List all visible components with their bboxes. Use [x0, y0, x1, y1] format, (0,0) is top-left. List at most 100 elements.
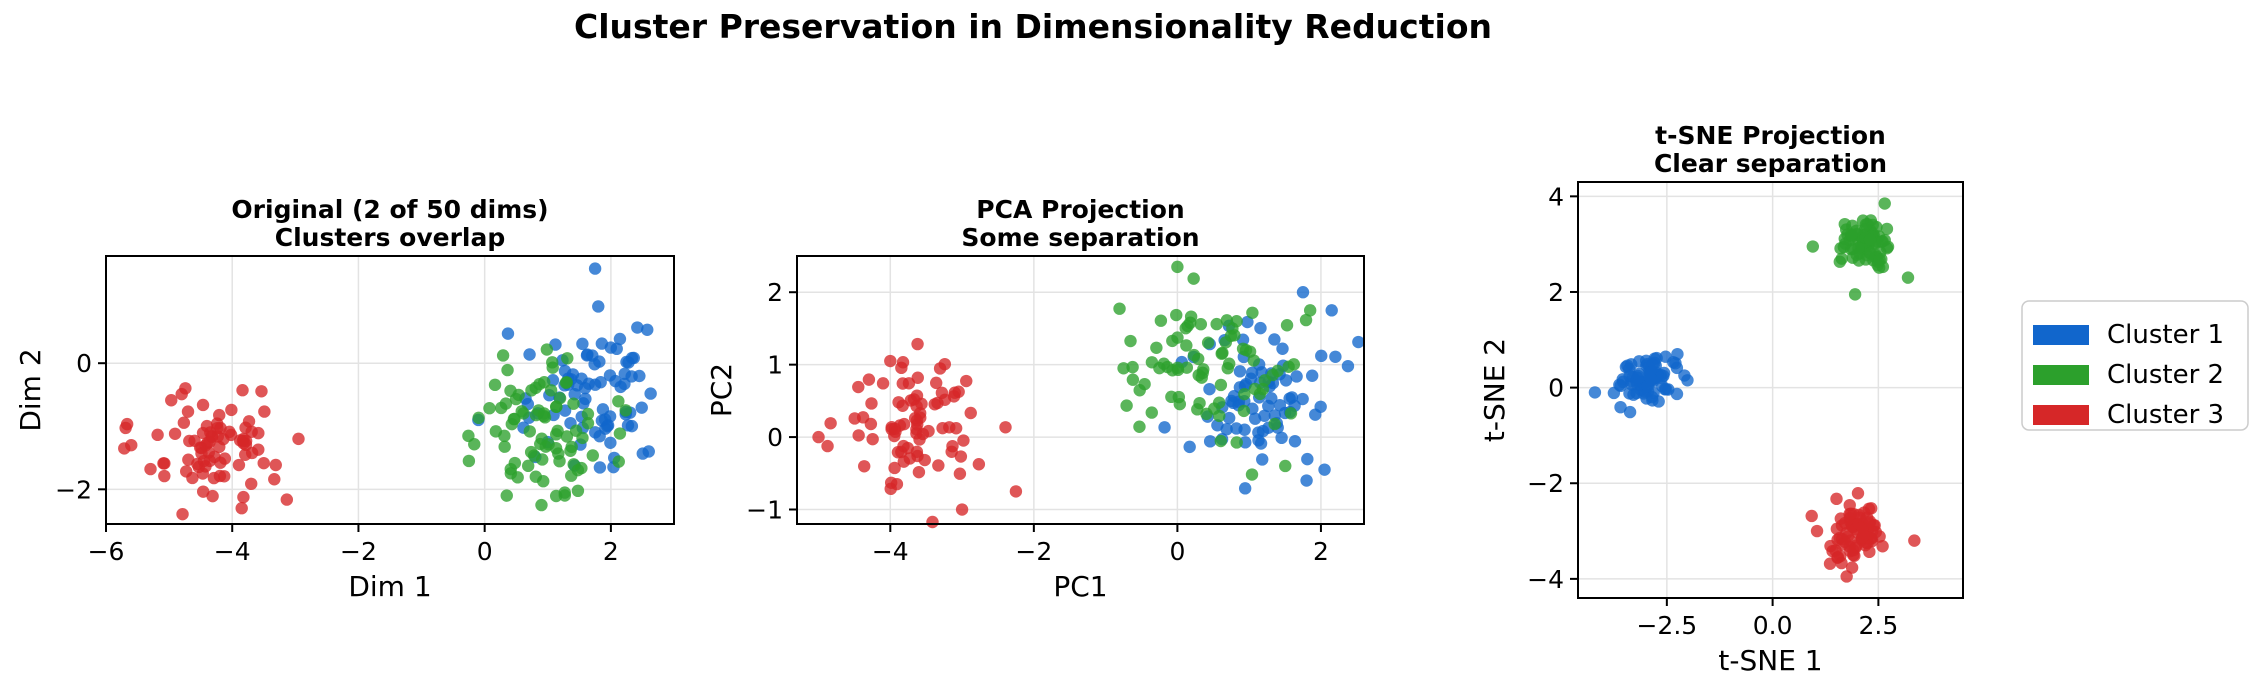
point-cluster-2 — [1216, 346, 1229, 360]
point-cluster-3 — [930, 376, 943, 390]
point-cluster-2 — [565, 469, 578, 482]
point-cluster-2 — [524, 445, 538, 459]
point-cluster-1 — [1300, 474, 1313, 487]
point-cluster-1 — [1233, 365, 1247, 378]
x-axis-label: t-SNE 1 — [1718, 644, 1822, 677]
point-cluster-3 — [912, 465, 926, 479]
point-cluster-2 — [1873, 253, 1886, 267]
point-cluster-3 — [165, 394, 178, 407]
point-cluster-3 — [203, 435, 216, 449]
point-cluster-3 — [888, 422, 902, 435]
point-cluster-2 — [549, 441, 563, 455]
point-cluster-2 — [1171, 260, 1184, 274]
point-cluster-3 — [232, 458, 246, 472]
point-cluster-3 — [999, 421, 1012, 434]
point-cluster-3 — [120, 417, 134, 431]
point-cluster-3 — [897, 417, 911, 431]
point-cluster-3 — [239, 421, 252, 434]
point-cluster-2 — [1266, 368, 1279, 382]
point-cluster-3 — [1836, 538, 1849, 551]
point-cluster-2 — [537, 475, 550, 488]
point-cluster-3 — [918, 453, 931, 467]
point-cluster-3 — [862, 373, 876, 386]
point-cluster-3 — [972, 458, 986, 471]
point-cluster-3 — [235, 502, 248, 515]
point-cluster-3 — [928, 398, 941, 411]
point-cluster-2 — [496, 349, 510, 362]
point-cluster-2 — [551, 424, 564, 438]
point-cluster-1 — [1220, 423, 1233, 436]
point-cluster-3 — [911, 337, 924, 351]
point-cluster-1 — [1262, 399, 1275, 413]
point-cluster-2 — [1166, 334, 1179, 348]
point-cluster-1 — [1254, 321, 1267, 335]
point-cluster-2 — [1179, 322, 1192, 335]
point-cluster-2 — [613, 427, 627, 440]
point-cluster-3 — [926, 515, 939, 529]
figure-title: Cluster Preservation in Dimensionality R… — [574, 7, 1492, 46]
point-cluster-1 — [1644, 372, 1658, 385]
point-cluster-3 — [864, 417, 878, 431]
point-cluster-1 — [1268, 333, 1281, 346]
y-tick-label: −2 — [55, 475, 92, 504]
point-cluster-2 — [488, 378, 502, 392]
point-cluster-1 — [1248, 412, 1262, 425]
point-cluster-2 — [533, 377, 546, 391]
x-tick-label: 2.5 — [1859, 611, 1899, 640]
point-cluster-2 — [1876, 235, 1889, 248]
point-cluster-2 — [1226, 322, 1239, 335]
point-cluster-2 — [619, 404, 632, 417]
point-cluster-1 — [642, 445, 655, 458]
point-cluster-1 — [641, 323, 654, 337]
point-cluster-1 — [1623, 405, 1637, 419]
point-cluster-1 — [601, 419, 615, 432]
point-cluster-1 — [586, 349, 599, 362]
point-cluster-1 — [1238, 482, 1252, 495]
legend-label: Cluster 3 — [2107, 400, 2224, 430]
point-cluster-1 — [1650, 351, 1663, 365]
point-cluster-2 — [1835, 252, 1849, 265]
point-cluster-3 — [891, 446, 905, 459]
point-cluster-2 — [1864, 246, 1877, 260]
point-cluster-2 — [500, 489, 513, 502]
point-cluster-2 — [1219, 336, 1232, 349]
point-cluster-3 — [866, 432, 879, 446]
x-tick-label: −4 — [214, 537, 251, 566]
point-cluster-2 — [1806, 240, 1820, 253]
point-cluster-1 — [1614, 379, 1627, 393]
point-cluster-2 — [501, 363, 514, 377]
point-cluster-3 — [292, 432, 305, 446]
axis-ticks: −6 −4 −2 0 2 −2 0 — [55, 349, 619, 566]
point-cluster-2 — [1213, 409, 1226, 423]
x-tick-label: −2.5 — [1636, 611, 1697, 640]
point-cluster-2 — [1850, 248, 1863, 262]
point-cluster-3 — [955, 503, 969, 516]
y-tick-label: 0 — [1548, 374, 1564, 403]
point-cluster-2 — [1214, 434, 1228, 448]
point-cluster-2 — [1299, 313, 1313, 327]
panel-title-line1: t-SNE Projection — [1655, 121, 1886, 150]
panel-title-line2: Clusters overlap — [275, 223, 506, 252]
point-cluster-2 — [535, 498, 548, 512]
point-cluster-3 — [196, 398, 210, 412]
point-cluster-3 — [1009, 485, 1023, 498]
point-cluster-3 — [1876, 540, 1889, 553]
point-cluster-2 — [1173, 397, 1187, 411]
point-cluster-3 — [177, 416, 191, 429]
point-cluster-2 — [576, 431, 589, 445]
point-cluster-3 — [218, 452, 232, 465]
point-cluster-1 — [631, 321, 644, 334]
point-cluster-3 — [1851, 487, 1865, 500]
point-cluster-1 — [558, 364, 572, 378]
point-cluster-2 — [489, 425, 503, 438]
x-tick-label: 0.0 — [1753, 611, 1793, 640]
point-cluster-1 — [1183, 440, 1196, 454]
point-cluster-2 — [1184, 310, 1198, 323]
point-cluster-2 — [534, 437, 547, 451]
y-tick-label: 0 — [76, 349, 92, 378]
point-cluster-3 — [239, 438, 253, 452]
point-cluster-1 — [1252, 434, 1265, 447]
point-cluster-3 — [960, 374, 973, 388]
point-cluster-2 — [567, 397, 580, 410]
point-cluster-3 — [852, 380, 865, 394]
